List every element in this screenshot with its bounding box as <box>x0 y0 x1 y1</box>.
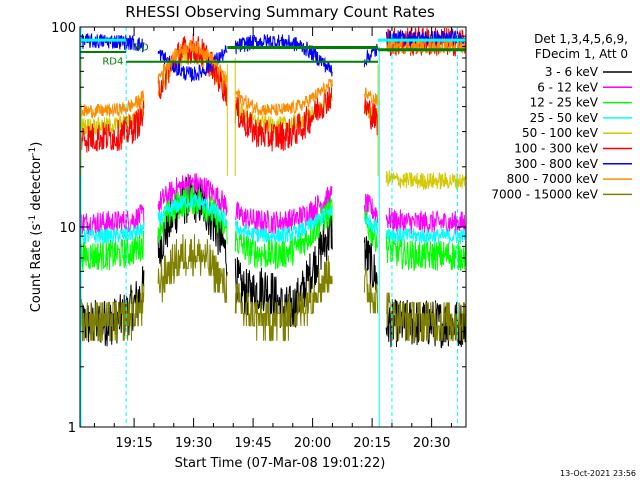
y-tick-label: 10 <box>59 221 76 236</box>
series-line-100-300keV <box>79 26 467 153</box>
legend: Det 1,3,4,5,6,9,FDecim 1, Att 0 3 - 6 keV… <box>491 32 632 201</box>
x-tick-label: 19:15 <box>115 436 152 451</box>
legend-label: 800 - 7000 keV <box>507 172 599 186</box>
series-line-800-7000keV <box>79 39 467 120</box>
series-line-7000-15000keV <box>79 234 466 342</box>
footer-timestamp: 13-Oct-2021 23:56 <box>560 469 636 478</box>
annotation-label: RD4 <box>102 56 123 67</box>
legend-label: 6 - 12 keV <box>537 80 599 94</box>
y-axis-label: Count Rate (s-1 detector-1) <box>28 142 44 313</box>
legend-label: 7000 - 15000 keV <box>491 187 598 201</box>
y-tick-label: 100 <box>51 21 76 36</box>
legend-label: 50 - 100 keV <box>522 126 599 140</box>
legend-label: 12 - 25 keV <box>530 96 599 110</box>
x-tick-label: 20:30 <box>413 436 450 451</box>
annotation-label: RD <box>134 42 149 53</box>
legend-label: 3 - 6 keV <box>545 65 599 79</box>
series-line-25-50keV <box>79 193 467 244</box>
x-axis-label: Start Time (07-Mar-08 19:01:22) <box>175 456 386 471</box>
legend-header: FDecim 1, Att 0 <box>535 47 628 61</box>
x-tick-label: 20:15 <box>353 436 390 451</box>
legend-header: Det 1,3,4,5,6,9, <box>534 32 628 46</box>
series-line-6-12keV <box>79 173 467 236</box>
legend-label: 100 - 300 keV <box>514 142 598 156</box>
chart-title: RHESSI Observing Summary Count Rates <box>125 3 435 21</box>
y-tick-label: 1 <box>68 421 76 436</box>
legend-label: 25 - 50 keV <box>530 111 599 125</box>
x-tick-label: 19:30 <box>175 436 212 451</box>
legend-label: 300 - 800 keV <box>514 157 598 171</box>
x-tick-label: 19:45 <box>234 436 271 451</box>
x-tick-label: 20:00 <box>294 436 331 451</box>
series-line-300-800keV <box>79 30 467 82</box>
